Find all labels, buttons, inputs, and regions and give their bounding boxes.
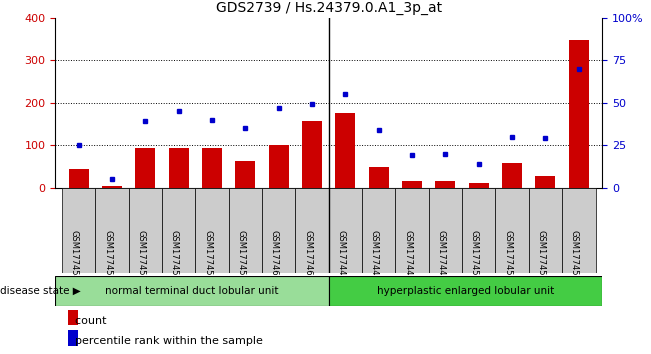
Bar [495, 188, 529, 273]
Text: GSM177449: GSM177449 [436, 230, 445, 281]
Bar [469, 183, 489, 188]
Text: GSM177452: GSM177452 [536, 230, 546, 281]
Bar [262, 188, 296, 273]
Text: disease state ▶: disease state ▶ [0, 286, 81, 296]
Bar [55, 276, 329, 306]
Text: GSM177455: GSM177455 [103, 230, 112, 281]
Bar [229, 188, 262, 273]
Bar [169, 148, 189, 188]
Bar [569, 40, 589, 188]
Text: GSM177451: GSM177451 [503, 230, 512, 281]
Bar [236, 161, 255, 188]
Bar [402, 181, 422, 188]
Text: percentile rank within the sample: percentile rank within the sample [68, 336, 263, 346]
Bar [269, 145, 289, 188]
Text: normal terminal duct lobular unit: normal terminal duct lobular unit [105, 286, 279, 296]
Text: GSM177457: GSM177457 [170, 230, 179, 281]
Text: GSM177446: GSM177446 [337, 230, 346, 281]
Bar [536, 176, 555, 188]
Title: GDS2739 / Hs.24379.0.A1_3p_at: GDS2739 / Hs.24379.0.A1_3p_at [215, 1, 442, 15]
Bar [502, 163, 522, 188]
Bar [62, 188, 95, 273]
Bar [162, 188, 195, 273]
Bar [195, 188, 229, 273]
Bar [335, 113, 355, 188]
Bar [302, 120, 322, 188]
Bar [135, 148, 156, 188]
Bar [102, 186, 122, 188]
Text: GSM177453: GSM177453 [570, 230, 579, 281]
Text: GSM177454: GSM177454 [70, 230, 79, 281]
Text: GSM177458: GSM177458 [203, 230, 212, 281]
Bar [368, 167, 389, 188]
Bar [436, 181, 456, 188]
Bar [429, 188, 462, 273]
Bar [296, 188, 329, 273]
Bar [462, 188, 495, 273]
Text: GSM177447: GSM177447 [370, 230, 379, 281]
Text: GSM177450: GSM177450 [470, 230, 478, 281]
Bar [329, 276, 602, 306]
Text: count: count [68, 316, 107, 326]
Text: GSM177459: GSM177459 [236, 230, 245, 281]
Text: GSM177456: GSM177456 [136, 230, 145, 281]
Text: GSM177461: GSM177461 [303, 230, 312, 281]
Bar [202, 148, 222, 188]
Bar [362, 188, 395, 273]
Bar [395, 188, 429, 273]
Bar [129, 188, 162, 273]
Bar [68, 169, 89, 188]
Bar [529, 188, 562, 273]
Text: hyperplastic enlarged lobular unit: hyperplastic enlarged lobular unit [377, 286, 554, 296]
Bar [329, 188, 362, 273]
Bar [562, 188, 596, 273]
Text: GSM177448: GSM177448 [403, 230, 412, 281]
Bar [95, 188, 129, 273]
Text: GSM177460: GSM177460 [270, 230, 279, 281]
